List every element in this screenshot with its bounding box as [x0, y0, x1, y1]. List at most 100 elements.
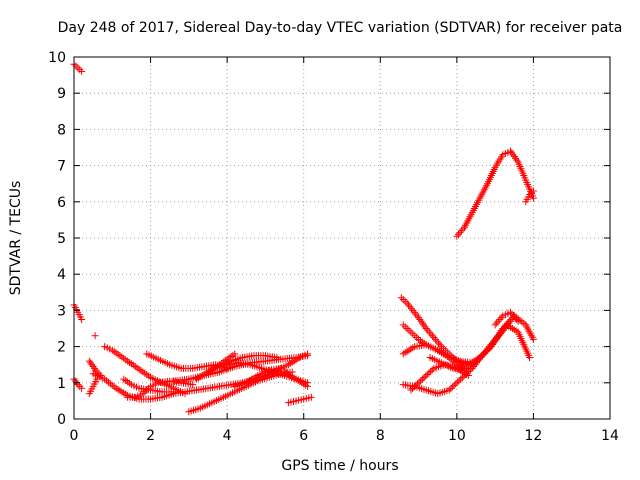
data-series [70, 60, 537, 416]
data-point-trail [409, 330, 421, 342]
data-point-trail [187, 405, 202, 415]
data-point [499, 325, 507, 332]
data-point [89, 363, 97, 371]
data-point-trail [436, 387, 451, 397]
data-point-trail [477, 182, 490, 200]
data-point-trail [149, 380, 160, 389]
data-point [529, 194, 537, 202]
data-point [453, 232, 461, 240]
data-point-trail [241, 352, 256, 361]
data-point [304, 352, 312, 360]
data-point [78, 67, 86, 75]
data-point-trail [87, 359, 96, 369]
data-point [506, 147, 514, 155]
data-point [445, 386, 453, 394]
data-point-trail [194, 369, 210, 382]
data-point-trail [508, 149, 521, 164]
y-tick-label: 4 [57, 267, 66, 283]
y-tick-label: 2 [57, 340, 66, 356]
data-point-trail [222, 389, 237, 400]
data-point-trail [431, 335, 444, 349]
data-point [415, 314, 423, 322]
data-point-trail [466, 355, 482, 367]
data-point-trail [424, 326, 436, 340]
data-point-trail [149, 394, 164, 403]
data-point-trail [425, 342, 439, 353]
data-point-trail [409, 377, 425, 392]
data-point-trail [244, 373, 260, 386]
data-point-trail [508, 310, 521, 323]
data-point-trail [103, 377, 118, 391]
data-point [526, 353, 534, 361]
series-arc-d [85, 375, 101, 398]
y-tick-label: 10 [48, 50, 66, 66]
data-point [397, 294, 405, 302]
x-tick-label: 14 [601, 428, 619, 444]
data-point-trail [195, 385, 210, 394]
data-point-trail [410, 308, 421, 320]
data-point-trail [134, 391, 144, 400]
series-arc-h [101, 343, 189, 398]
series-arc-c [70, 375, 86, 392]
data-point [307, 393, 315, 401]
data-point [181, 390, 189, 398]
data-point-trail [523, 323, 536, 341]
x-tick-label: 2 [146, 428, 155, 444]
data-point-trail [218, 363, 237, 375]
data-point-trail [76, 382, 84, 390]
data-point [422, 325, 430, 332]
data-point-trail [447, 354, 462, 364]
data-point-trail [501, 309, 512, 319]
data-point-trail [206, 383, 221, 392]
data-point [78, 315, 86, 323]
data-point [231, 350, 239, 358]
data-point-trail [206, 364, 221, 375]
data-point-trail [103, 344, 114, 353]
data-point [74, 64, 82, 72]
data-point [277, 364, 285, 372]
data-point-trail [439, 344, 451, 356]
series-arc-x [407, 361, 472, 394]
y-axis-label: SDTVAR / TECUs [8, 181, 24, 296]
data-point [304, 382, 312, 390]
data-point-trail [401, 323, 413, 334]
y-tick-label: 0 [57, 412, 66, 428]
data-point-trail [160, 380, 175, 391]
data-point [457, 375, 465, 383]
data-point-trail [76, 66, 84, 74]
x-tick-label: 10 [448, 428, 466, 444]
data-point-trail [87, 385, 96, 395]
data-point [78, 384, 86, 392]
data-point-trail [122, 377, 134, 387]
series-arc-q [231, 364, 285, 390]
series-arc-aa [491, 308, 522, 329]
data-point-trail [141, 369, 153, 380]
data-point [430, 334, 438, 342]
data-point-trail [454, 225, 467, 238]
data-point-trail [416, 315, 429, 331]
data-point [407, 328, 415, 336]
data-point-trail [90, 378, 100, 388]
data-point [409, 306, 417, 314]
data-point-trail [420, 366, 436, 382]
series-arc-m [185, 368, 296, 416]
data-point-trail [523, 193, 532, 203]
data-point-trail [110, 348, 122, 358]
series-arc-l [170, 352, 312, 385]
series-arc-b [70, 301, 86, 323]
data-point-trail [130, 382, 141, 391]
data-point-trail [294, 376, 310, 389]
data-point-trail [71, 303, 81, 314]
data-point-trail [141, 384, 153, 396]
data-point-trail [477, 344, 494, 360]
data-point [506, 308, 514, 316]
x-tick-label: 6 [299, 428, 308, 444]
data-point [91, 332, 99, 340]
data-point-trail [75, 311, 84, 321]
data-point-trail [405, 301, 415, 313]
x-tick-label: 8 [376, 428, 385, 444]
data-point-trail [401, 344, 417, 357]
data-point-trail [455, 358, 470, 368]
data-point [491, 321, 499, 329]
